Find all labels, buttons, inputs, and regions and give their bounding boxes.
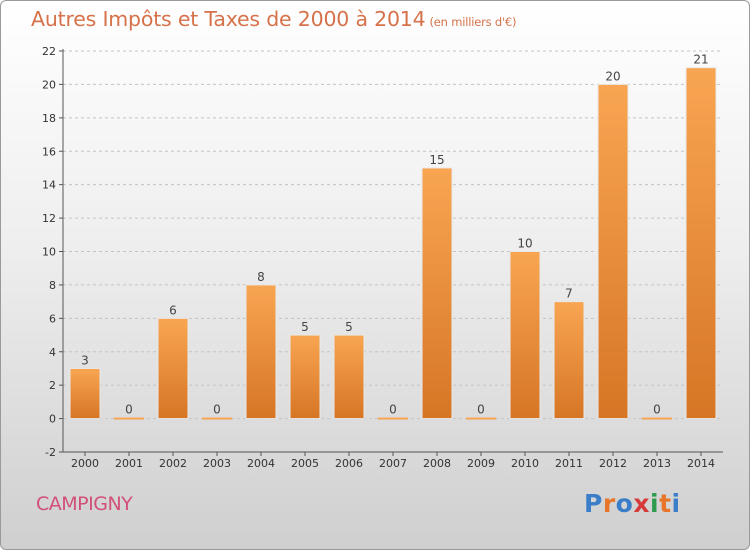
bar — [245, 284, 277, 420]
x-tick-label: 2010 — [511, 457, 539, 470]
chart-title: Autres Impôts et Taxes de 2000 à 2014 (en… — [31, 7, 517, 31]
y-tick-label: 6 — [49, 312, 56, 325]
logo-letter: t — [659, 489, 672, 518]
x-tick-label: 2006 — [335, 457, 363, 470]
data-label: 21 — [693, 53, 708, 67]
logo-letter: i — [671, 489, 681, 518]
bar — [202, 417, 232, 420]
y-tick-label: 18 — [42, 112, 56, 125]
data-label: 5 — [301, 320, 309, 334]
y-tick-label: 4 — [49, 346, 56, 359]
x-tick-label: 2003 — [203, 457, 231, 470]
x-tick-label: 2000 — [71, 457, 99, 470]
data-label: 5 — [345, 320, 353, 334]
bar — [114, 417, 144, 420]
data-label: 6 — [169, 303, 177, 317]
data-label: 0 — [213, 403, 221, 417]
data-label: 0 — [389, 403, 397, 417]
x-tick-label: 2014 — [687, 457, 715, 470]
data-label: 3 — [81, 353, 89, 367]
y-tick-label: 22 — [42, 45, 56, 58]
bar — [553, 301, 585, 420]
bar — [69, 367, 101, 420]
y-tick-label: 10 — [42, 246, 56, 259]
data-label: 10 — [517, 237, 532, 251]
logo-letter: P — [584, 489, 603, 518]
bars — [69, 67, 717, 420]
data-label: 0 — [477, 403, 485, 417]
logo-letter: x — [633, 489, 650, 518]
bar — [157, 317, 189, 420]
x-tick-label: 2008 — [423, 457, 451, 470]
x-tick-label: 2013 — [643, 457, 671, 470]
data-label: 0 — [653, 403, 661, 417]
y-tick-label: -2 — [45, 446, 56, 459]
bar — [378, 417, 408, 420]
logo-letter: o — [615, 489, 634, 518]
bar — [289, 334, 321, 420]
y-tick-label: 16 — [42, 145, 56, 158]
bar — [642, 417, 672, 420]
y-tick-label: 2 — [49, 379, 56, 392]
y-tick-label: 0 — [49, 413, 56, 426]
chart-title-text: Autres Impôts et Taxes de 2000 à 2014 — [31, 7, 426, 31]
x-tick-label: 2009 — [467, 457, 495, 470]
bar — [597, 83, 629, 420]
y-tick-label: 8 — [49, 279, 56, 292]
y-tick-label: 14 — [42, 179, 56, 192]
x-tick-label: 2012 — [599, 457, 627, 470]
data-label: 15 — [429, 153, 444, 167]
bar — [466, 417, 496, 420]
x-tick-label: 2005 — [291, 457, 319, 470]
logo-letter: i — [650, 489, 660, 518]
bar — [333, 334, 365, 420]
commune-name: CAMPIGNY — [36, 493, 133, 515]
data-label: 7 — [565, 287, 573, 301]
x-tick-label: 2001 — [115, 457, 143, 470]
data-label: 0 — [125, 403, 133, 417]
logo-letter: r — [602, 489, 616, 518]
bar — [421, 167, 453, 420]
y-tick-label: 12 — [42, 212, 56, 225]
bar — [685, 67, 717, 420]
x-tick-label: 2004 — [247, 457, 275, 470]
x-tick-label: 2002 — [159, 457, 187, 470]
proxiti-logo[interactable]: Proxiti — [584, 489, 681, 518]
data-label: 20 — [605, 69, 620, 83]
chart-unit: (en milliers d'€) — [429, 15, 517, 29]
data-label: 8 — [257, 270, 265, 284]
bar — [509, 251, 541, 420]
x-tick-label: 2011 — [555, 457, 583, 470]
value-labels: 3 0 6 0 8 5 5 0 15 0 10 7 20 0 21 — [81, 53, 708, 417]
x-tick-label: 2007 — [379, 457, 407, 470]
y-tick-label: 20 — [42, 78, 56, 91]
